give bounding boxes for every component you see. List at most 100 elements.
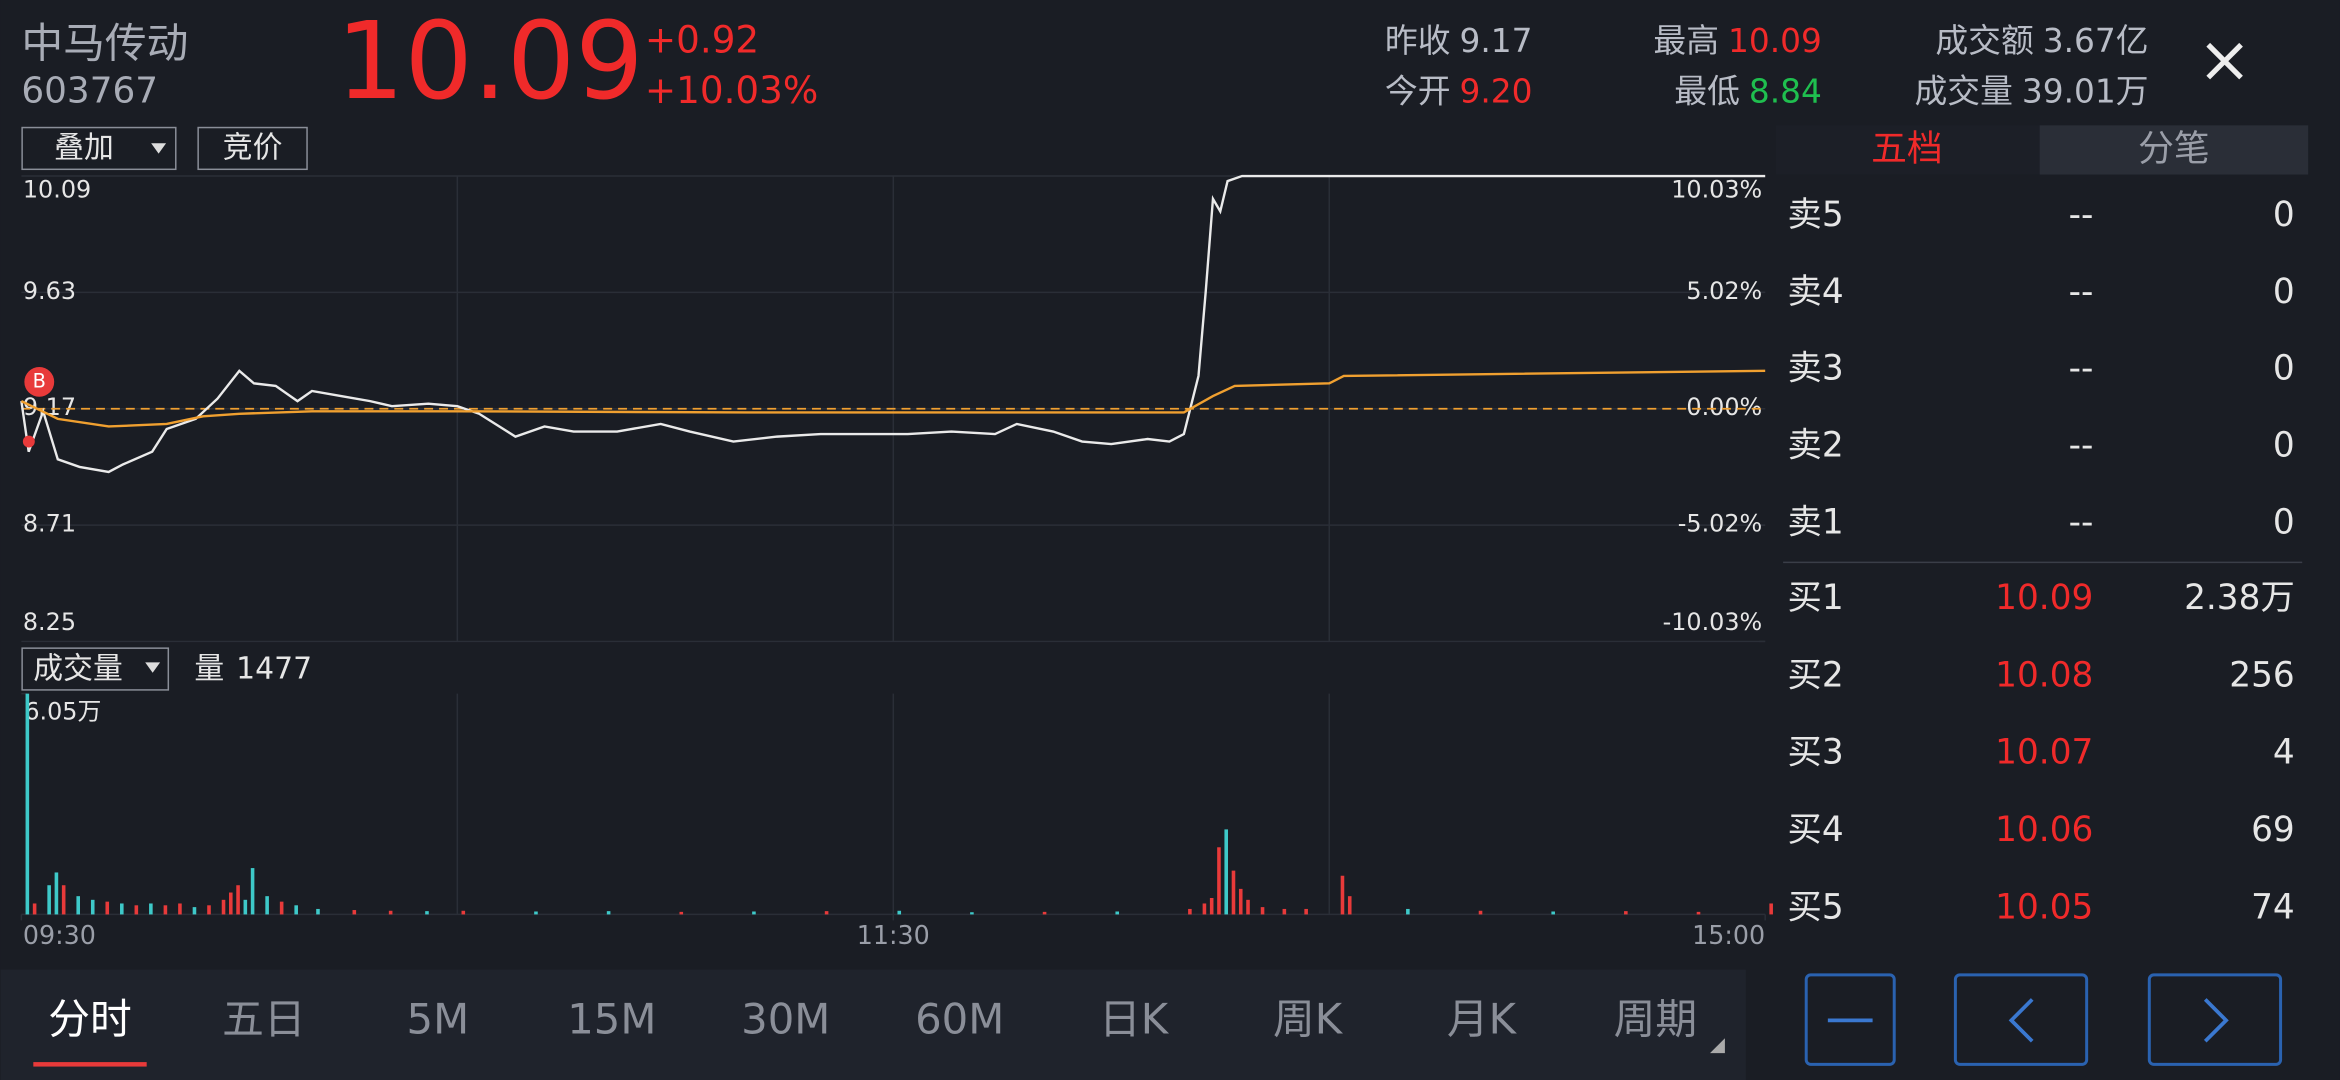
period-tab[interactable]: 分时 — [48, 994, 132, 1043]
volume-now-label: 量 — [194, 651, 224, 686]
overlay-button[interactable] — [21, 126, 177, 171]
book-label: 卖3 — [1788, 349, 1844, 389]
volume-bar — [679, 911, 684, 915]
price-line — [20, 369, 1766, 428]
volume-bar — [1260, 907, 1265, 915]
volume-bar — [1304, 908, 1308, 915]
volume-now: 1477 — [236, 651, 312, 686]
book-volume: 4 — [2273, 733, 2295, 773]
period-tab[interactable]: 周K — [1273, 994, 1344, 1043]
volume-bar — [1478, 910, 1483, 915]
y2-tick-label: 10.03% — [1671, 175, 1762, 203]
book-label: 卖4 — [1788, 272, 1844, 312]
volume-bar — [1246, 899, 1250, 915]
volume-bar — [32, 903, 37, 915]
volume-bar — [1231, 870, 1236, 915]
book-volume: 0 — [2273, 503, 2295, 543]
volume-bar — [1340, 875, 1345, 915]
period-tab[interactable]: 30M — [741, 994, 830, 1043]
stat-label: 成交额 — [1935, 21, 2033, 59]
book-tab-active-bg — [1775, 125, 2040, 175]
book-tab-bg — [2039, 125, 2309, 175]
book-price: 10.08 — [1995, 655, 2093, 695]
volume-bar — [1042, 911, 1047, 915]
book-label: 卖2 — [1788, 426, 1844, 466]
volume-bar — [1282, 908, 1287, 915]
volume-menu-label: 成交量 — [33, 651, 122, 686]
stat-label: 最低 — [1674, 72, 1740, 110]
volume-bar — [61, 885, 66, 915]
volume-bar — [149, 903, 153, 915]
stock-code: 603767 — [21, 70, 158, 111]
stat-label: 成交量 — [1915, 72, 2013, 110]
volume-bar — [1347, 896, 1352, 915]
volume-bar — [134, 905, 139, 915]
book-price: 10.05 — [1995, 887, 2093, 927]
y-tick-label: 8.71 — [23, 510, 76, 538]
price-change: +0.92 — [645, 17, 759, 61]
stat: 今开 9.20 — [1385, 72, 1533, 110]
volume-bar — [207, 905, 211, 915]
volume-bar — [236, 885, 240, 915]
period-tab[interactable]: 15M — [567, 994, 656, 1043]
period-tab[interactable]: 月K — [1447, 994, 1518, 1043]
b-marker-icon: B — [33, 369, 46, 392]
volume-bar — [250, 868, 255, 915]
price-change-pct: +10.03% — [645, 68, 818, 112]
volume-bar — [1217, 847, 1221, 915]
book-price: -- — [2069, 195, 2094, 235]
y2-tick-label: -5.02% — [1678, 510, 1762, 538]
volume-bar — [461, 910, 466, 915]
volume-bar — [752, 911, 756, 915]
stat-value: 9.20 — [1459, 72, 1532, 110]
volume-bar — [105, 901, 110, 915]
x-tick-label: 11:30 — [857, 920, 930, 950]
book-label: 卖1 — [1788, 503, 1844, 543]
stat: 最高 10.09 — [1653, 21, 1821, 59]
volume-bar — [265, 896, 269, 915]
book-volume: 0 — [2273, 349, 2295, 389]
next-button[interactable] — [2147, 973, 2283, 1066]
close-button[interactable] — [2206, 42, 2243, 80]
volume-bar — [221, 899, 226, 915]
volume-bar — [606, 911, 611, 915]
book-volume: 0 — [2273, 426, 2295, 466]
volume-bar — [192, 907, 197, 915]
period-tab[interactable]: 五日 — [222, 994, 306, 1043]
minus-button[interactable] — [1804, 973, 1896, 1066]
book-price: -- — [2069, 349, 2094, 389]
volume-bar — [824, 911, 829, 915]
book-tab[interactable]: 五档 — [1871, 129, 1943, 170]
prev-icon — [2008, 998, 2034, 1043]
auction-button[interactable] — [197, 126, 308, 171]
volume-bar — [163, 905, 168, 915]
start-dot — [22, 435, 35, 448]
book-tab[interactable]: 分笔 — [2138, 129, 2210, 170]
period-tab[interactable]: 5M — [407, 994, 470, 1043]
period-tab[interactable]: 周期 — [1614, 994, 1698, 1043]
volume-bar — [47, 885, 51, 915]
active-underline — [33, 1062, 147, 1067]
period-tab[interactable]: 60M — [915, 994, 1004, 1043]
stat: 成交额 3.67亿 — [1935, 21, 2148, 59]
volume-bar — [352, 910, 357, 915]
prev-button[interactable] — [1953, 973, 2089, 1066]
volume-bar — [178, 903, 182, 915]
volume-menu-button[interactable] — [21, 647, 170, 691]
volume-bar — [1769, 903, 1773, 915]
volume-bar — [316, 908, 320, 915]
book-volume: 0 — [2273, 195, 2295, 235]
period-tab[interactable]: 日K — [1099, 994, 1170, 1043]
volume-bar — [388, 910, 393, 915]
corner-mark — [1710, 1038, 1725, 1054]
stat-value: 39.01万 — [2022, 72, 2149, 110]
stat-label: 今开 — [1385, 72, 1451, 110]
y2-tick-label: 5.02% — [1686, 277, 1762, 305]
price-line — [20, 174, 1766, 474]
volume-bar — [120, 903, 124, 915]
dropdown-arrow — [145, 662, 161, 673]
stat-value: 8.84 — [1749, 72, 1822, 110]
stat: 最低 8.84 — [1674, 72, 1822, 110]
